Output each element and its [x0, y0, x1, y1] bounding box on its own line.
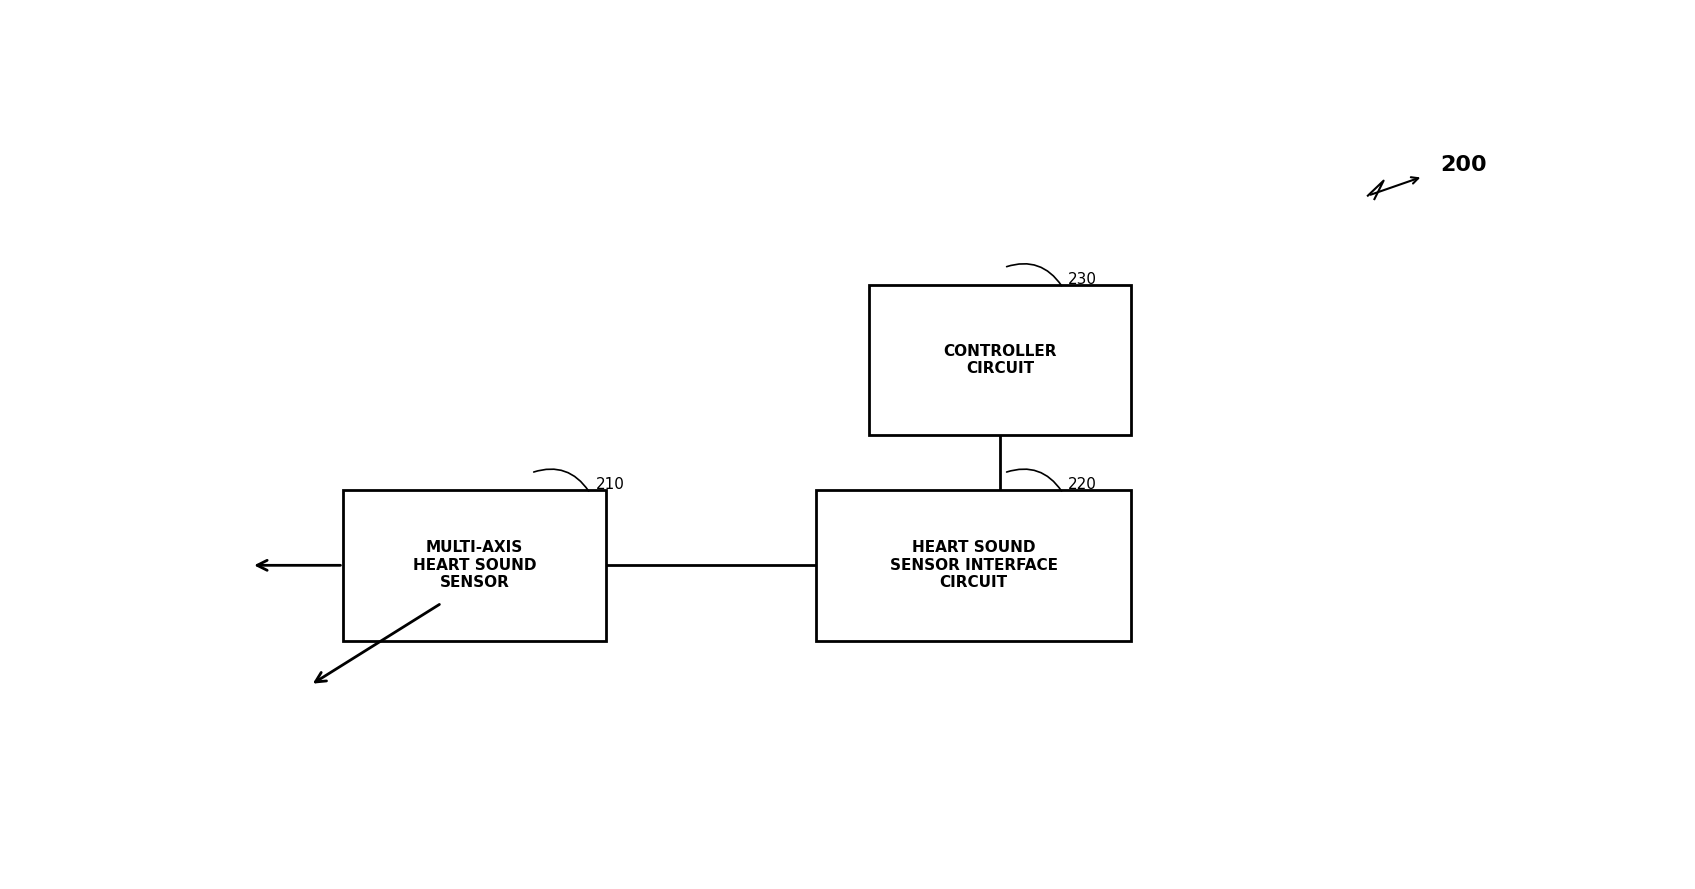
Text: HEART SOUND
SENSOR INTERFACE
CIRCUIT: HEART SOUND SENSOR INTERFACE CIRCUIT — [890, 541, 1058, 590]
Bar — [817, 490, 1132, 641]
Text: 210: 210 — [595, 477, 624, 492]
Text: 200: 200 — [1441, 155, 1487, 175]
Bar — [342, 490, 607, 641]
Text: CONTROLLER
CIRCUIT: CONTROLLER CIRCUIT — [944, 344, 1056, 376]
Bar — [868, 284, 1132, 436]
Text: 230: 230 — [1068, 272, 1097, 286]
Text: 220: 220 — [1068, 477, 1097, 492]
Text: MULTI-AXIS
HEART SOUND
SENSOR: MULTI-AXIS HEART SOUND SENSOR — [414, 541, 536, 590]
